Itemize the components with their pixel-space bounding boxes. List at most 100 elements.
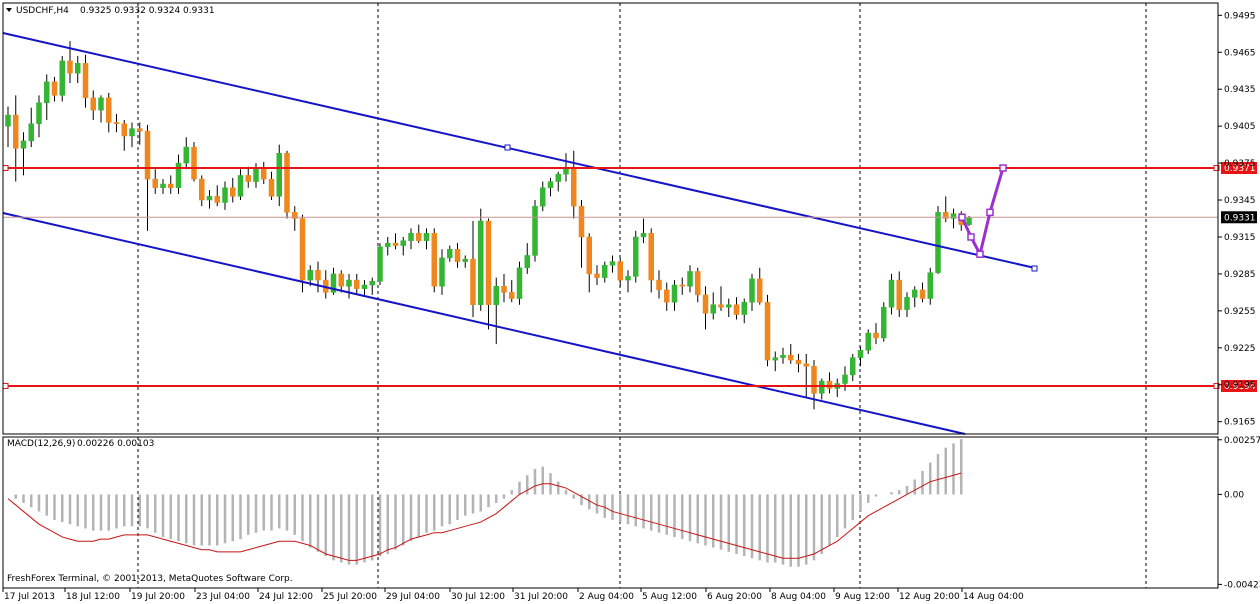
forecast-path[interactable] xyxy=(958,164,1007,259)
trend-channel[interactable] xyxy=(2,32,1038,435)
candle-body xyxy=(617,261,623,281)
candle xyxy=(299,214,306,293)
candle xyxy=(648,228,654,293)
horizontal-levels[interactable]: 0.9371 0.9194 0.9331 xyxy=(2,162,1257,392)
candle-body xyxy=(338,273,344,287)
candle xyxy=(819,378,825,400)
level-price-box xyxy=(1221,162,1257,175)
candle xyxy=(857,346,864,367)
macd-y-tick-label: 0.00 xyxy=(1224,490,1244,500)
x-tick-label: 5 Aug 12:00 xyxy=(642,592,697,602)
forecast-point xyxy=(986,208,994,217)
candle-body xyxy=(408,233,414,241)
candle xyxy=(702,286,709,330)
candle xyxy=(772,351,778,372)
candle xyxy=(98,95,104,123)
candle xyxy=(113,113,120,133)
candle xyxy=(594,265,600,285)
x-tick-label: 8 Aug 04:00 xyxy=(771,592,826,602)
candle xyxy=(485,218,492,330)
candle-body xyxy=(392,242,399,246)
candle-body xyxy=(385,242,391,248)
candle-body xyxy=(292,212,298,219)
candle-body xyxy=(168,183,174,188)
candle xyxy=(532,200,538,262)
candle-body xyxy=(5,114,11,127)
candle xyxy=(121,119,127,151)
x-tick-label: 19 Jul 20:00 xyxy=(131,592,185,602)
candle-body xyxy=(842,374,848,384)
candle-body xyxy=(230,187,236,197)
candle-body xyxy=(28,123,34,142)
y-tick-label: 0.9405 xyxy=(1224,122,1256,132)
candle-body xyxy=(121,123,127,137)
candle xyxy=(392,233,399,250)
macd-panel xyxy=(7,439,963,567)
y-tick-label: 0.9465 xyxy=(1224,48,1256,58)
level-handle xyxy=(1213,165,1220,172)
x-tick-label: 2 Aug 04:00 xyxy=(579,592,634,602)
candle-body xyxy=(888,279,895,308)
candle-body xyxy=(764,301,771,361)
candle-body xyxy=(733,304,740,315)
candle xyxy=(888,273,895,315)
candle-body xyxy=(935,212,941,273)
candle-body xyxy=(811,366,817,394)
candle-body xyxy=(943,212,949,219)
candle xyxy=(44,74,50,120)
candle-body xyxy=(485,220,492,305)
forecast-point xyxy=(976,250,984,258)
candle-body xyxy=(400,240,406,246)
candle-body xyxy=(276,152,282,197)
candle-body xyxy=(106,97,112,123)
candle xyxy=(183,137,189,170)
candle xyxy=(950,208,957,229)
channel-handle xyxy=(504,144,511,151)
candle-body xyxy=(160,183,166,188)
candle xyxy=(346,273,352,299)
candle-body xyxy=(307,269,313,281)
candle xyxy=(695,267,701,303)
candle xyxy=(881,302,887,342)
candle xyxy=(633,230,639,283)
candle xyxy=(478,208,484,311)
candle xyxy=(152,169,158,194)
candle-body xyxy=(462,258,468,262)
candle xyxy=(826,372,833,394)
candle xyxy=(710,292,716,320)
candle xyxy=(850,353,856,382)
level-price-box xyxy=(1221,379,1257,392)
y-tick-label: 0.9345 xyxy=(1224,196,1256,206)
candle-body xyxy=(144,130,151,180)
candle-body xyxy=(199,178,205,201)
candle xyxy=(555,171,561,192)
candle-body xyxy=(741,301,747,315)
candle-body xyxy=(478,220,484,305)
candle xyxy=(144,124,151,231)
candle-body xyxy=(563,168,569,175)
candle xyxy=(935,206,941,274)
candle xyxy=(245,166,251,188)
candle-body xyxy=(912,289,918,298)
candle xyxy=(423,228,430,250)
candle-body xyxy=(330,273,337,293)
candle xyxy=(873,323,879,345)
y-tick-label: 0.9375 xyxy=(1224,159,1256,169)
candle xyxy=(447,245,453,262)
dropdown-triangle-icon[interactable] xyxy=(6,8,12,12)
candle xyxy=(230,177,236,203)
macd-y-tick-label: -0.00423 xyxy=(1224,580,1260,590)
candle xyxy=(625,270,631,293)
candle xyxy=(90,90,96,120)
candle-body xyxy=(98,97,104,111)
candle-body xyxy=(90,97,96,111)
candle xyxy=(408,228,414,250)
candle xyxy=(912,286,918,308)
candle-body xyxy=(237,175,244,197)
candle-body xyxy=(772,357,778,361)
candle-body xyxy=(664,289,670,303)
candle xyxy=(640,218,647,244)
candle-body xyxy=(826,380,833,389)
